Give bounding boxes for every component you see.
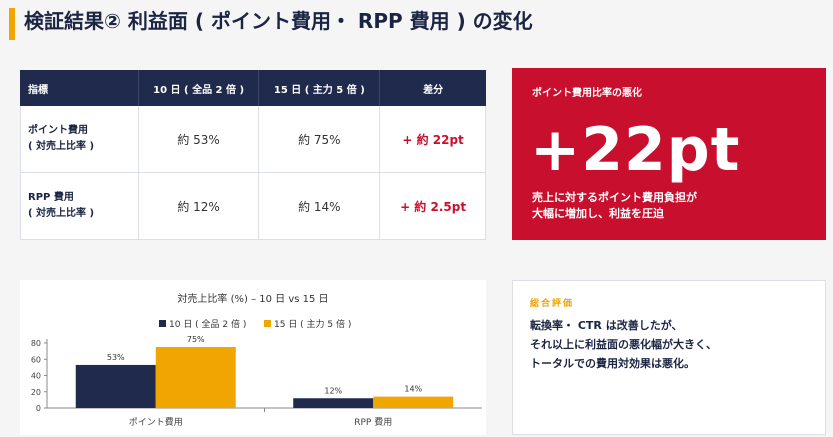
highlight-heading: ポイント費用比率の悪化 (532, 88, 642, 99)
highlight-line: 大幅に増加し、利益を圧迫 (532, 207, 664, 220)
data-label: 53% (107, 353, 125, 362)
x-tick-label: RPP 費用 (354, 416, 392, 428)
evaluation-line: 転換率・ CTR は改善したが、 (530, 319, 683, 332)
legend-swatch (264, 320, 271, 327)
x-tick-label: ポイント費用 (129, 416, 183, 428)
highlight-description: 売上に対するポイント費用負担が 大幅に増加し、利益を圧迫 (532, 190, 697, 222)
bar-chart: 対売上比率 (%) – 10 日 vs 15 日 10 日 ( 全品 2 倍 ) 1… (31, 292, 482, 428)
chart-title: 対売上比率 (%) – 10 日 vs 15 日 (177, 292, 328, 305)
table-cell: 約 53% (138, 106, 260, 173)
title-accent-bar (9, 8, 15, 40)
evaluation-heading: 総合評価 (530, 299, 575, 309)
column-header: 差分 (379, 70, 486, 106)
y-tick-label: 20 (31, 388, 41, 397)
row-label: RPP 費用 ( 対売上比率 ) (20, 172, 139, 239)
table-cell: 約 12% (138, 172, 260, 239)
evaluation-card: 総合評価 転換率・ CTR は改善したが、 それ以上に利益面の悪化幅が大きく、 … (512, 280, 826, 435)
data-label: 75% (187, 335, 205, 344)
row-label-line: RPP 費用 (28, 192, 74, 203)
chart-card: 対売上比率 (%) – 10 日 vs 15 日 10 日 ( 全品 2 倍 ) 1… (20, 280, 486, 435)
column-header: 15 日 ( 主力 5 倍 ) (258, 70, 381, 106)
row-label-line: ( 対売上比率 ) (28, 141, 95, 152)
table-cell: 約 14% (258, 172, 381, 239)
table-cell: 約 75% (258, 106, 381, 173)
column-header: 指標 (20, 70, 139, 106)
highlight-card: ポイント費用比率の悪化 +22pt 売上に対するポイント費用負担が 大幅に増加し… (512, 68, 826, 240)
metrics-table-card: 指標 10 日 ( 全品 2 倍 ) 15 日 ( 主力 5 倍 ) 差分 ポイ… (20, 70, 486, 240)
diff-cell: + 約 2.5pt (400, 199, 467, 214)
row-label-line: ( 対売上比率 ) (28, 208, 95, 219)
metrics-table: 指標 10 日 ( 全品 2 倍 ) 15 日 ( 主力 5 倍 ) 差分 ポイ… (20, 70, 486, 239)
title-bar: 検証結果② 利益面 ( ポイント費用・ RPP 費用 ) の変化 (0, 0, 833, 44)
bar (373, 396, 454, 408)
column-header: 10 日 ( 全品 2 倍 ) (138, 70, 260, 106)
legend-swatch (159, 320, 166, 327)
page-title: 検証結果② 利益面 ( ポイント費用・ RPP 費用 ) の変化 (24, 9, 533, 33)
evaluation-line: トータルでの費用対効果は悪化。 (530, 357, 695, 370)
bar (155, 347, 236, 408)
highlight-line: 売上に対するポイント費用負担が (532, 191, 697, 204)
evaluation-body: 転換率・ CTR は改善したが、 それ以上に利益面の悪化幅が大きく、 トータルで… (530, 316, 717, 373)
data-label: 14% (404, 385, 422, 394)
diff-cell: + 約 22pt (379, 106, 486, 173)
legend-label: 15 日 ( 主力 5 倍 ) (274, 318, 351, 330)
y-tick-label: 0 (36, 404, 41, 413)
highlight-value: +22pt (530, 115, 741, 185)
evaluation-line: それ以上に利益面の悪化幅が大きく、 (530, 338, 717, 351)
table-row: RPP 費用 ( 対売上比率 ) 約 12% 約 14% + 約 2.5pt (20, 172, 486, 239)
bar (293, 398, 374, 408)
bar (75, 364, 156, 408)
legend-label: 10 日 ( 全品 2 倍 ) (169, 318, 246, 330)
y-tick-label: 60 (31, 355, 41, 364)
table-row: ポイント費用 ( 対売上比率 ) 約 53% 約 75% + 約 22pt (20, 106, 486, 173)
y-tick-label: 40 (31, 372, 41, 381)
table-header-row: 指標 10 日 ( 全品 2 倍 ) 15 日 ( 主力 5 倍 ) 差分 (20, 70, 486, 106)
row-label: ポイント費用 ( 対売上比率 ) (20, 106, 139, 173)
data-label: 12% (324, 386, 342, 395)
y-tick-label: 80 (31, 339, 41, 348)
row-label-line: ポイント費用 (28, 125, 88, 136)
